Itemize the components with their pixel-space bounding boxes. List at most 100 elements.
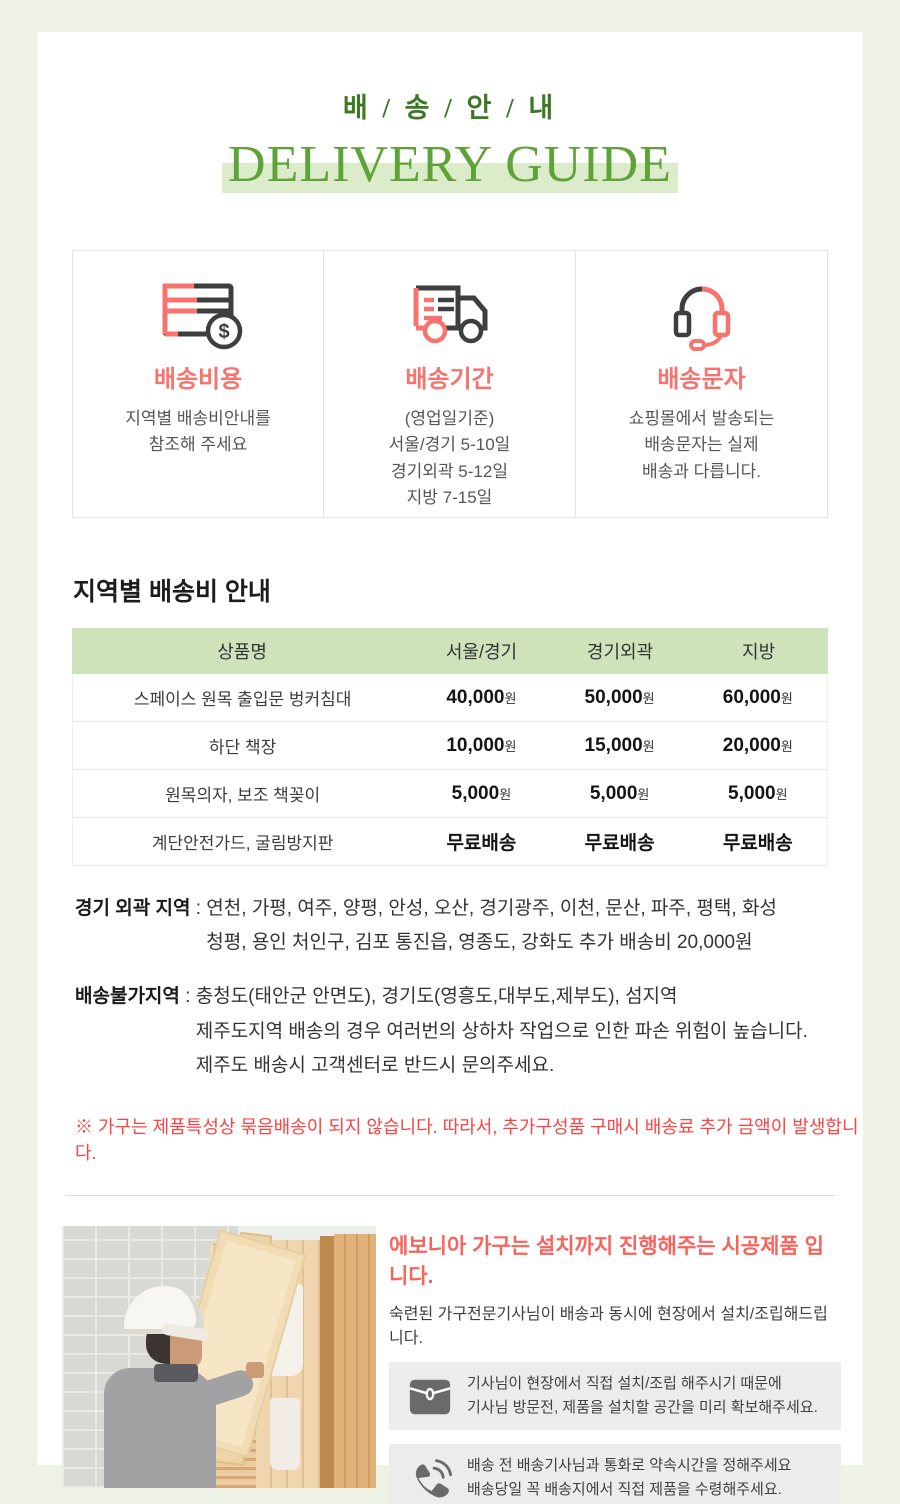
note-colon: :	[190, 898, 207, 919]
svg-text:$: $	[218, 321, 229, 343]
worker-collar	[154, 1363, 198, 1382]
card-description: (영업일기준) 서울/경기 5-10일 경기외곽 5-12일 지방 7-15일	[324, 406, 575, 511]
col-header-seoul: 서울/경기	[445, 642, 518, 662]
installation-photo	[62, 1225, 376, 1488]
note-colon: :	[179, 986, 196, 1008]
fee-cell: 무료배송	[689, 828, 827, 855]
toolbox-icon	[407, 1373, 453, 1419]
note-label: 배송불가지역	[75, 986, 180, 1008]
page-header: 배 / 송 / 안 / 내 DELIVERY GUIDE	[37, 32, 863, 194]
table-row: 스페이스 원목 출입문 벙커침대 40,000원 50,000원 60,000원	[73, 674, 827, 722]
install-subtitle: 숙련된 가구전문기사님이 배송과 동시에 현장에서 설치/조립해드립니다.	[389, 1305, 828, 1347]
tip-line: 기사님이 현장에서 직접 설치/조립 해주시기 때문에	[467, 1374, 782, 1392]
delivery-truck-icon	[324, 277, 575, 353]
card-title: 배송비용	[153, 366, 243, 393]
tip-line: 배송 전 배송기사님과 통화로 약속시간을 정해주세요	[467, 1456, 792, 1474]
desc-line: 배송과 다릅니다.	[642, 461, 761, 481]
table-row: 하단 책장 10,000원 15,000원 20,000원	[73, 722, 827, 770]
fee-unit: 원	[775, 786, 788, 802]
note-outer-region: 경기 외곽 지역 : 연천, 가평, 여주, 양평, 안성, 오산, 경기광주,…	[75, 892, 863, 960]
fee-cell: 5,000원	[412, 783, 550, 805]
fee-unit: 원	[780, 738, 793, 754]
desc-line: 쇼핑몰에서 발송되는	[628, 409, 775, 428]
card-shipping-period: 배송기간 (영업일기준) 서울/경기 5-10일 경기외곽 5-12일 지방 7…	[324, 250, 576, 518]
install-title: 에보니아 가구는 설치까지 진행해주는 시공제품 입니다.	[389, 1234, 824, 1288]
fee-amount: 10,000	[446, 734, 505, 756]
tip-space-preparation: 기사님이 현장에서 직접 설치/조립 해주시기 때문에 기사님 방문전, 제품을…	[389, 1361, 841, 1430]
fee-amount: 5,000	[589, 782, 638, 804]
fee-amount: 5,000	[728, 782, 776, 804]
product-name: 하단 책장	[209, 738, 277, 757]
card-description: 쇼핑몰에서 발송되는 배송문자는 실제 배송과 다릅니다.	[576, 406, 827, 485]
card-title: 배송기간	[405, 366, 494, 393]
title-highlight-band	[222, 163, 678, 193]
fee-amount: 무료배송	[722, 833, 793, 854]
phone-call-icon	[407, 1455, 453, 1501]
note-no-delivery: 배송불가지역 : 충청도(태안군 안면도), 경기도(영흥도,대부도,제부도),…	[75, 980, 863, 1083]
fee-cell: 50,000원	[551, 687, 689, 709]
note-lines: 충청도(태안군 안면도), 경기도(영흥도,대부도,제부도), 섬지역 제주도지…	[196, 980, 808, 1083]
page-title: DELIVERY GUIDE	[228, 136, 672, 193]
worker-hand	[246, 1361, 264, 1378]
english-title-wrap: DELIVERY GUIDE	[222, 135, 678, 194]
desc-line: 지역별 배송비안내를	[125, 409, 271, 428]
card-description: 지역별 배송비안내를 참조해 주세요	[73, 406, 323, 459]
fee-cell: 무료배송	[412, 828, 550, 855]
headset-icon	[576, 277, 827, 353]
note-lines: 연천, 가평, 여주, 양평, 안성, 오산, 경기광주, 이천, 문산, 파주…	[206, 892, 777, 960]
tip-line: 기사님 방문전, 제품을 설치할 공간을 미리 확보해주세요.	[467, 1398, 818, 1416]
fee-amount: 50,000	[584, 686, 643, 708]
fee-unit: 원	[499, 786, 512, 802]
tip-phone-appointment: 배송 전 배송기사님과 통화로 약속시간을 정해주세요 배송당일 꼭 배송지에서…	[389, 1443, 841, 1504]
fee-amount: 무료배송	[584, 833, 655, 854]
fee-amount: 5,000	[451, 782, 500, 804]
fee-cell: 5,000원	[551, 783, 689, 805]
table-row: 계단안전가드, 굴림방지판 무료배송 무료배송 무료배송	[73, 818, 827, 866]
wardrobe-frame	[320, 1235, 334, 1488]
table-body: 스페이스 원목 출입문 벙커침대 40,000원 50,000원 60,000원…	[72, 674, 828, 866]
note-line: 충청도(태안군 안면도), 경기도(영흥도,대부도,제부도), 섬지역	[195, 986, 678, 1008]
content-panel: 배 / 송 / 안 / 내 DELIVERY GUIDE	[37, 32, 863, 1504]
shipping-fee-table: 상품명 서울/경기 경기외곽 지방 스페이스 원목 출입문 벙커침대 40,00…	[72, 628, 828, 866]
fee-cell: 10,000원	[412, 735, 550, 757]
korean-title: 배 / 송 / 안 / 내	[342, 93, 558, 123]
tip-line: 배송당일 꼭 배송지에서 직접 제품을 수령해주세요.	[467, 1480, 782, 1498]
note-line: 청평, 용인 처인구, 김포 통진읍, 영종도, 강화도 추가 배송비 20,0…	[206, 932, 753, 954]
product-name: 원목의자, 보조 책꽂이	[165, 786, 321, 805]
fee-cell: 5,000원	[689, 783, 827, 805]
desc-line: 서울/경기 5-10일	[388, 435, 511, 455]
desc-line: 경기외곽 5-12일	[391, 461, 508, 481]
tip-text: 기사님이 현장에서 직접 설치/조립 해주시기 때문에 기사님 방문전, 제품을…	[467, 1372, 818, 1420]
col-header-product: 상품명	[217, 642, 267, 662]
product-name: 스페이스 원목 출입문 벙커침대	[133, 690, 352, 709]
card-shipping-cost: $ 배송비용 지역별 배송비안내를 참조해 주세요	[72, 250, 324, 518]
credit-card-dollar-icon: $	[73, 277, 323, 353]
fee-amount: 60,000	[722, 686, 781, 708]
note-line: 연천, 가평, 여주, 양평, 안성, 오산, 경기광주, 이천, 문산, 파주…	[206, 898, 777, 919]
wardrobe-door	[334, 1233, 376, 1488]
col-header-outer: 경기외곽	[586, 642, 654, 662]
bundle-warning-text: ※ 가구는 제품특성상 묶음배송이 되지 않습니다. 따라서, 추가구성품 구매…	[75, 1116, 859, 1163]
section-title-shipping-fees: 지역별 배송비 안내	[73, 578, 271, 606]
fee-unit: 원	[642, 738, 655, 754]
card-shipping-sms: 배송문자 쇼핑몰에서 발송되는 배송문자는 실제 배송과 다릅니다.	[576, 250, 828, 518]
desc-line: (영업일기준)	[404, 409, 495, 428]
card-title: 배송문자	[657, 366, 746, 393]
fee-cell: 15,000원	[551, 735, 689, 757]
table-row: 원목의자, 보조 책꽂이 5,000원 5,000원 5,000원	[73, 770, 827, 818]
note-label: 경기 외곽 지역	[75, 898, 191, 919]
fee-amount: 20,000	[722, 734, 781, 756]
note-line: 제주도 배송시 고객센터로 반드시 문의주세요.	[195, 1054, 555, 1076]
note-line: 제주도지역 배송의 경우 여러번의 상하차 작업으로 인한 파손 위험이 높습니…	[195, 1020, 808, 1042]
fee-cell: 60,000원	[689, 687, 827, 709]
col-header-province: 지방	[742, 642, 776, 662]
fee-amount: 무료배송	[446, 833, 517, 854]
desc-line: 배송문자는 실제	[644, 435, 759, 455]
fee-unit: 원	[504, 738, 517, 754]
fee-unit: 원	[642, 690, 655, 706]
install-info-column: 에보니아 가구는 설치까지 진행해주는 시공제품 입니다. 숙련된 가구전문기사…	[389, 1226, 841, 1504]
fee-cell: 40,000원	[412, 687, 550, 709]
fee-unit: 원	[637, 786, 650, 802]
tip-text: 배송 전 배송기사님과 통화로 약속시간을 정해주세요 배송당일 꼭 배송지에서…	[467, 1454, 791, 1502]
